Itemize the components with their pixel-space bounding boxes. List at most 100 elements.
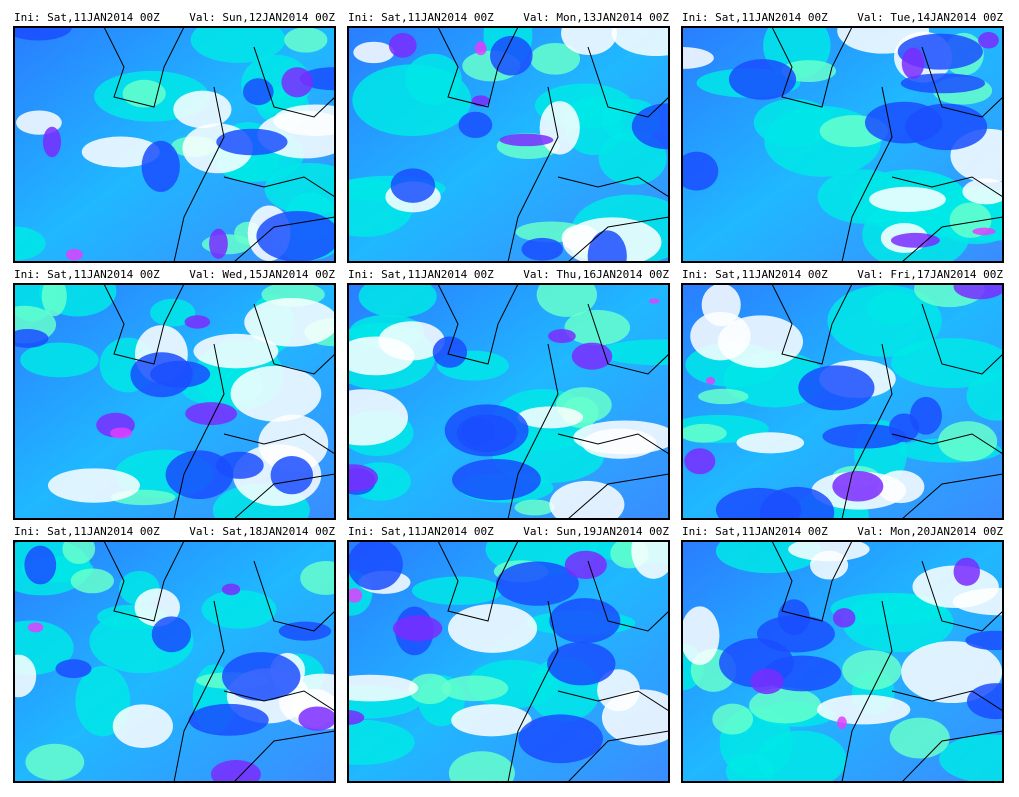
precip-area [978,32,999,49]
precip-area [411,576,503,605]
precip-area [573,420,669,455]
precip-area [122,79,166,108]
precip-area [952,587,1003,616]
precip-area [70,568,114,594]
valid-label: Val: Thu,16JAN2014 00Z [523,268,669,281]
precip-area [715,487,802,519]
panel-frame [13,540,336,783]
precip-area [564,550,607,579]
map-panel [348,284,669,519]
precip-area [284,27,328,53]
coastline [103,541,335,782]
precip-area [215,451,264,479]
valid-label: Val: Wed,15JAN2014 00Z [189,268,335,281]
map-panel [14,541,335,782]
precip-area [728,59,797,100]
precip-area [548,329,576,343]
init-label: Ini: Sat,11JAN2014 00Z [682,525,828,538]
precip-area [221,652,301,701]
precip-area [901,47,925,79]
precip-area [408,673,452,705]
precip-area [184,315,211,329]
precip-area [832,470,884,502]
precip-area [631,541,669,579]
precip-area [24,545,57,585]
precip-area [441,675,509,702]
precip-area [756,615,835,653]
precip-area [938,421,998,462]
init-label: Ini: Sat,11JAN2014 00Z [14,11,160,24]
precip-area [55,659,92,679]
precip-area [221,583,241,596]
precip-area [518,714,603,764]
precip-area [173,90,232,129]
panel-frame [347,26,670,263]
precip-area [536,284,597,317]
precip-area [358,284,437,318]
precip-area [495,561,579,606]
precip-area [712,703,754,735]
precip-area [648,298,660,304]
precip-area [348,674,419,702]
precip-area [273,104,335,136]
precip-area [244,297,335,347]
precip-area [489,35,533,76]
valid-label: Val: Sun,12JAN2014 00Z [189,11,335,24]
precip-area [837,716,847,730]
precip-area [549,598,621,644]
precip-area [348,389,408,446]
precip-area [953,557,981,586]
precip-area [447,604,538,653]
precip-area [448,751,515,782]
precip-area [230,365,322,422]
precip-area [561,27,617,55]
precip-area [348,541,403,591]
panel-frame [13,26,336,263]
precip-area [353,41,395,64]
precip-area [587,230,627,262]
map-panel [14,27,335,262]
valid-label: Val: Mon,20JAN2014 00Z [857,525,1003,538]
precip-area [278,621,332,641]
precip-area [65,248,83,261]
precip-area [270,456,314,495]
valid-label: Val: Sun,19JAN2014 00Z [523,525,669,538]
panel-frame [347,540,670,783]
precip-area [549,480,625,519]
precip-area [571,342,613,370]
precip-area [348,464,378,492]
precip-area [717,315,804,368]
precip-area [756,730,847,782]
precip-area [458,111,493,139]
precip-area [42,126,62,158]
precip-area [451,704,532,737]
precip-area [798,365,875,411]
precip-area [905,103,988,151]
init-label: Ini: Sat,11JAN2014 00Z [348,525,494,538]
precip-area [736,432,805,454]
precip-area [452,458,541,501]
precip-area [27,622,44,633]
precip-area [188,703,269,736]
precip-area [682,151,719,191]
precip-area [514,499,555,516]
precip-area [264,162,335,215]
map-panel [14,284,335,519]
precip-area [300,561,335,595]
precip-area [909,396,942,435]
precip-area [151,616,192,653]
valid-label: Val: Fri,17JAN2014 00Z [857,268,1003,281]
panel-frame [681,283,1004,520]
map-panel [682,27,1003,262]
coastline [437,27,669,262]
precip-area [564,309,631,346]
init-label: Ini: Sat,11JAN2014 00Z [348,268,494,281]
precip-area [750,668,784,695]
panel-frame [13,283,336,520]
precip-area [891,338,1003,389]
precip-area [20,342,99,378]
precip-area [388,32,417,58]
precip-area [816,694,911,725]
init-label: Ini: Sat,11JAN2014 00Z [348,11,494,24]
init-label: Ini: Sat,11JAN2014 00Z [14,268,160,281]
